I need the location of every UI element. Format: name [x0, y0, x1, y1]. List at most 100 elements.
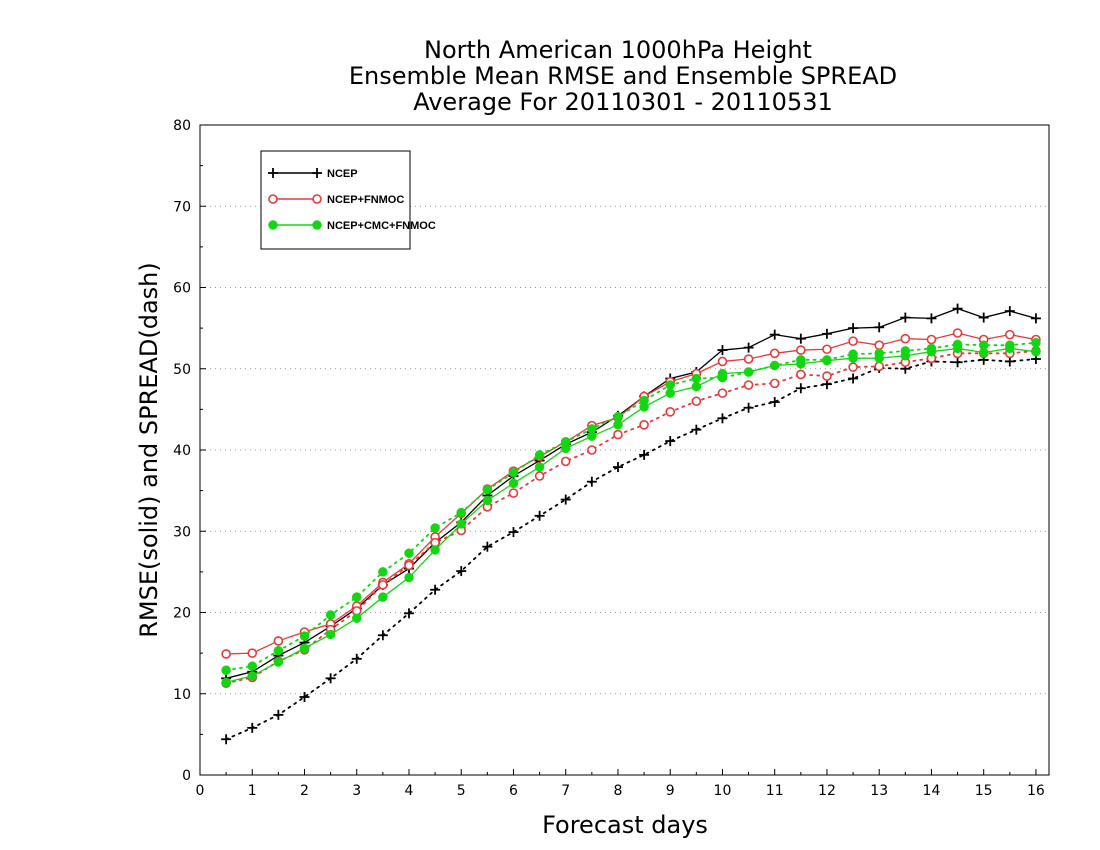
data-point [717, 413, 728, 424]
data-point [822, 344, 832, 355]
legend-label: NCEP+CMC+FNMOC [327, 220, 436, 232]
data-point [247, 722, 258, 733]
data-point [273, 709, 284, 720]
data-point [325, 629, 336, 640]
data-point [743, 367, 754, 377]
legend-marker [268, 220, 278, 230]
data-point [665, 380, 675, 390]
x-tick-label: 6 [509, 783, 518, 799]
data-point [874, 361, 885, 372]
data-point [926, 334, 937, 345]
data-point [639, 449, 650, 460]
legend-item: NCEP+CMC+FNMOC [268, 220, 436, 232]
data-point [1031, 338, 1041, 348]
data-point [247, 661, 257, 671]
data-point [874, 348, 884, 359]
data-point [796, 345, 806, 355]
data-point [351, 592, 362, 602]
y-tick-label: 10 [173, 687, 191, 703]
data-point [560, 494, 571, 505]
y-tick-label: 80 [173, 118, 191, 134]
x-tick-label: 14 [923, 783, 941, 799]
data-point [795, 383, 806, 394]
chart-title-line-2: Ensemble Mean RMSE and Ensemble SPREAD [349, 62, 897, 90]
data-point [586, 476, 597, 487]
legend-box [260, 150, 411, 250]
data-point [743, 402, 754, 413]
series-ncep-spread [221, 354, 1041, 745]
data-point [482, 541, 493, 552]
data-point [952, 303, 963, 314]
y-tick-label: 60 [173, 281, 191, 297]
data-point [378, 592, 388, 602]
data-point [247, 671, 257, 681]
y-axis-ticks: 0 10 20 30 40 50 60 70 80 [173, 118, 206, 784]
data-point [508, 468, 519, 478]
data-point [456, 566, 467, 577]
data-point [508, 478, 519, 489]
data-point [325, 610, 336, 620]
data-point [796, 355, 806, 365]
data-point [717, 388, 728, 398]
x-tick-label: 2 [300, 783, 309, 799]
x-tick-label: 1 [248, 783, 257, 799]
data-point [377, 630, 388, 641]
legend: NCEP NCEP+FNMOC NCEP+CMC+FNMOC [260, 150, 436, 250]
data-point [743, 354, 754, 364]
series-line [225, 347, 1037, 684]
data-point [273, 645, 284, 656]
x-tick-label: 16 [1027, 783, 1045, 799]
series-ncep-fnmoc-spread [221, 346, 1041, 688]
x-tick-label: 12 [818, 783, 836, 799]
data-point [613, 429, 623, 440]
data-point [404, 548, 414, 558]
data-point [743, 380, 754, 390]
y-tick-label: 0 [182, 768, 191, 784]
data-point [795, 333, 806, 344]
data-point [691, 373, 702, 384]
data-point [482, 485, 493, 495]
data-point [221, 649, 231, 659]
chart-title-line-1: North American 1000hPa Height [424, 36, 812, 64]
x-tick-label: 8 [614, 783, 623, 799]
data-point [430, 545, 440, 555]
data-point [247, 648, 258, 658]
data-point [821, 328, 832, 339]
series-line [225, 307, 1037, 679]
x-tick-label: 15 [975, 783, 993, 799]
x-tick-label: 13 [870, 783, 888, 799]
data-point [221, 665, 231, 675]
data-point [534, 462, 545, 472]
data-point [1030, 313, 1041, 324]
x-tick-label: 0 [196, 783, 205, 799]
data-point [325, 673, 336, 684]
data-point [639, 420, 649, 430]
data-point [848, 362, 858, 372]
data-point [769, 397, 780, 408]
data-point [221, 734, 232, 745]
data-point [1005, 329, 1015, 340]
chart-title-line-3: Average For 20110301 - 20110531 [413, 88, 833, 116]
data-point [952, 328, 963, 338]
legend-marker [268, 168, 278, 178]
data-point [717, 356, 728, 367]
y-tick-label: 40 [173, 443, 191, 459]
data-point [351, 613, 362, 623]
data-point [822, 355, 832, 365]
data-point [952, 339, 963, 350]
x-tick-label: 3 [352, 783, 361, 799]
data-point [508, 488, 519, 498]
data-point [299, 692, 310, 702]
legend-item: NCEP [268, 168, 358, 180]
series-ncep-cmc-fnmoc-rmse [221, 343, 1041, 688]
data-series [221, 303, 1041, 745]
data-point [874, 322, 885, 333]
data-point [639, 395, 649, 406]
x-tick-label: 9 [666, 783, 675, 799]
data-point [900, 346, 911, 356]
data-point [378, 580, 388, 590]
data-point [404, 560, 414, 571]
y-tick-label: 70 [173, 199, 191, 215]
x-tick-label: 5 [457, 783, 466, 799]
data-point [769, 348, 780, 359]
